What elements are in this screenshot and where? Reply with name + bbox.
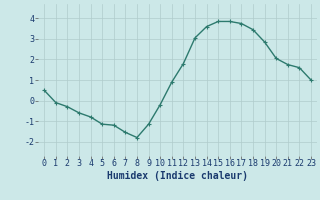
X-axis label: Humidex (Indice chaleur): Humidex (Indice chaleur)	[107, 171, 248, 181]
